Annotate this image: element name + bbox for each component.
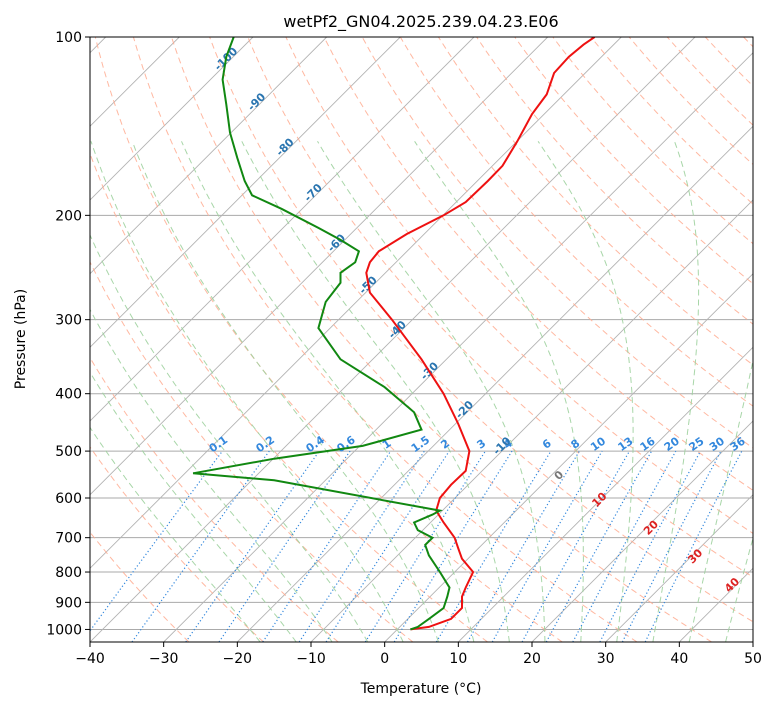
dry-adiabat-line [90,260,414,642]
isotherm-line [90,37,549,496]
moist-adiabat-line [181,141,475,642]
dry-adiabat-line [132,37,638,642]
x-tick-label: −20 [223,651,253,667]
mixing-ratio-line [521,450,631,642]
mixing-ratio-line [466,450,580,642]
moist-adiabat-line [90,371,297,642]
x-tick-label: 50 [744,651,762,667]
isotherm-line [384,273,753,642]
mixing-ratio-line [393,450,513,642]
dry-adiabat-line [361,37,753,449]
dry-adiabat-line [476,37,753,325]
x-tick-label: 0 [380,651,389,667]
isotherm-line [90,37,401,348]
mixing-ratio-line [364,450,486,642]
x-tick-label: 40 [670,651,688,667]
isotherm-line [90,37,254,201]
chart-title: wetPf2_GN04.2025.239.04.23.E06 [283,12,558,32]
isotherm-line [90,37,475,422]
mixing-ratio-line [262,450,392,642]
x-tick-label: −10 [296,651,326,667]
moist-adiabat-line [537,141,634,642]
mixing-ratio-line [491,450,603,642]
dry-adiabat-line [514,37,753,285]
plot-area: 0.1 0.2 0.4 0.6 1 1.5 2 3 4 6 8 10 13 16 20 25 30 36-100-… [90,37,753,642]
moist-adiabat-line [90,426,261,642]
temperature-profile-line [365,37,596,631]
y-tick-label: 800 [55,565,82,581]
y-tick-label: 600 [55,491,82,507]
x-tick-label: 20 [523,651,541,667]
isotherm-line [90,37,328,275]
dry-adiabat-line [94,37,563,642]
isotherm-line [90,37,696,642]
y-axis-label: Pressure (hPa) [13,289,29,389]
y-tick-label: 200 [55,208,82,224]
y-tick-label: 900 [55,595,82,611]
isotherm-line [90,37,622,569]
x-tick-label: 30 [597,651,615,667]
y-tick-label: 1000 [46,622,82,638]
y-tick-label: 500 [55,444,82,460]
mixing-ratio-line [218,450,351,642]
dry-adiabat-line [90,446,264,642]
isotherm-line [163,52,753,642]
x-tick-label: −30 [149,651,179,667]
x-tick-label: −40 [75,651,105,667]
isotherm-line [605,494,753,642]
mixing-ratio-line [545,450,653,642]
y-tick-label: 400 [55,387,82,403]
axis-ticks: −40 −30 −20 −10 0 10 20 30 40 50 1000 900 800 700 600 5… [46,30,762,667]
mixing-ratio-line [185,450,320,642]
dry-adiabat-line [399,37,753,407]
y-tick-label: 100 [55,30,82,46]
dry-adiabat-line [628,37,753,166]
x-axis-label: Temperature (°C) [360,681,482,697]
moist-adiabat-line [652,141,700,642]
dry-adiabat-line [209,37,753,623]
plot-frame [89,36,754,643]
moist-adiabat-line [688,358,753,642]
mixing-ratio-line [572,450,677,642]
moist-adiabat-line [90,141,404,642]
isotherm-line [236,125,753,642]
dry-adiabat-line [323,37,753,491]
moist-adiabat-line [317,141,546,642]
mixing-ratio-line [435,450,552,642]
moist-adiabat-line [90,308,333,642]
moist-adiabat-line [414,141,584,642]
y-tick-label: 700 [55,531,82,547]
dry-adiabat-line [247,37,753,578]
y-tick-label: 300 [55,313,82,329]
isotherm-line [531,420,753,642]
moist-adiabat-line [241,141,510,642]
moist-adiabat-line [725,536,753,642]
dewpoint-profile-line [192,37,451,631]
isotherm-line [457,346,753,642]
x-tick-label: 10 [449,651,467,667]
moist-adiabat-line [131,141,439,642]
